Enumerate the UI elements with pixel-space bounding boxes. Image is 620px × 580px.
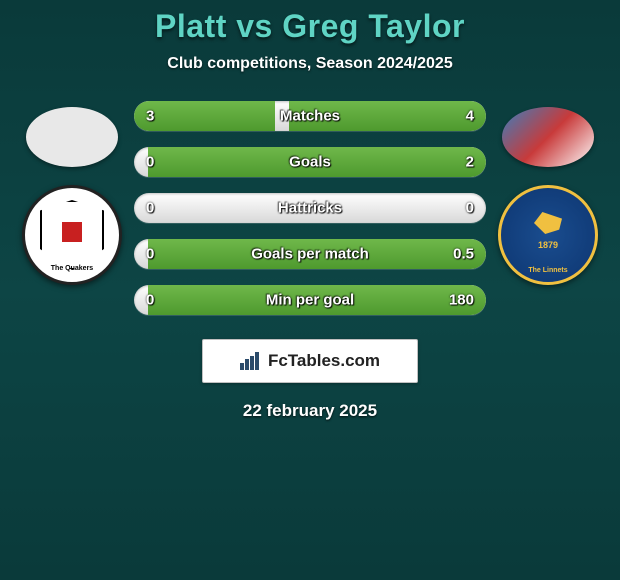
stat-label: Goals <box>289 154 331 171</box>
subtitle: Club competitions, Season 2024/2025 <box>0 55 620 73</box>
stat-row: 0 0.5 Goals per match <box>134 239 486 269</box>
stat-row: 0 180 Min per goal <box>134 285 486 315</box>
brand-box[interactable]: FcTables.com <box>202 339 418 383</box>
stat-row: 0 2 Goals <box>134 147 486 177</box>
stat-label: Matches <box>280 108 340 125</box>
player-avatar-left <box>26 107 118 167</box>
stat-value-left: 3 <box>146 108 154 125</box>
stat-value-right: 0 <box>466 200 474 217</box>
stat-label: Goals per match <box>251 246 369 263</box>
stat-row: 0 0 Hattricks <box>134 193 486 223</box>
brand-bars-icon <box>240 352 262 370</box>
bar-fill-left <box>134 101 275 131</box>
player-avatar-right <box>502 107 594 167</box>
stat-label: Hattricks <box>278 200 342 217</box>
club-nick-right: The Linnets <box>528 267 567 274</box>
stat-value-right: 0.5 <box>453 246 474 263</box>
stat-row: 3 4 Matches <box>134 101 486 131</box>
club-name-left: The Quakers <box>51 265 93 272</box>
stat-value-right: 4 <box>466 108 474 125</box>
left-player-col: The Quakers <box>16 101 128 285</box>
stat-bars: 3 4 Matches 0 2 Goals 0 0 Hattricks 0 0.5 Goals per… <box>134 101 486 315</box>
date-line: 22 february 2025 <box>0 401 620 421</box>
stat-value-left: 0 <box>146 246 154 263</box>
stat-value-right: 180 <box>449 292 474 309</box>
stat-label: Min per goal <box>266 292 354 309</box>
comparison-row: The Quakers 34Matches02Goals00Hattricks0… <box>0 101 620 315</box>
stat-value-left: 0 <box>146 154 154 171</box>
club-year-right: 1879 <box>538 240 558 250</box>
right-player-col: 1879 The Linnets <box>492 101 604 285</box>
stat-value-right: 2 <box>466 154 474 171</box>
brand-text: FcTables.com <box>268 351 380 371</box>
club-badge-right: 1879 The Linnets <box>498 185 598 285</box>
club-badge-left: The Quakers <box>22 185 122 285</box>
stat-value-left: 0 <box>146 200 154 217</box>
page-title: Platt vs Greg Taylor <box>0 8 620 45</box>
stat-value-left: 0 <box>146 292 154 309</box>
